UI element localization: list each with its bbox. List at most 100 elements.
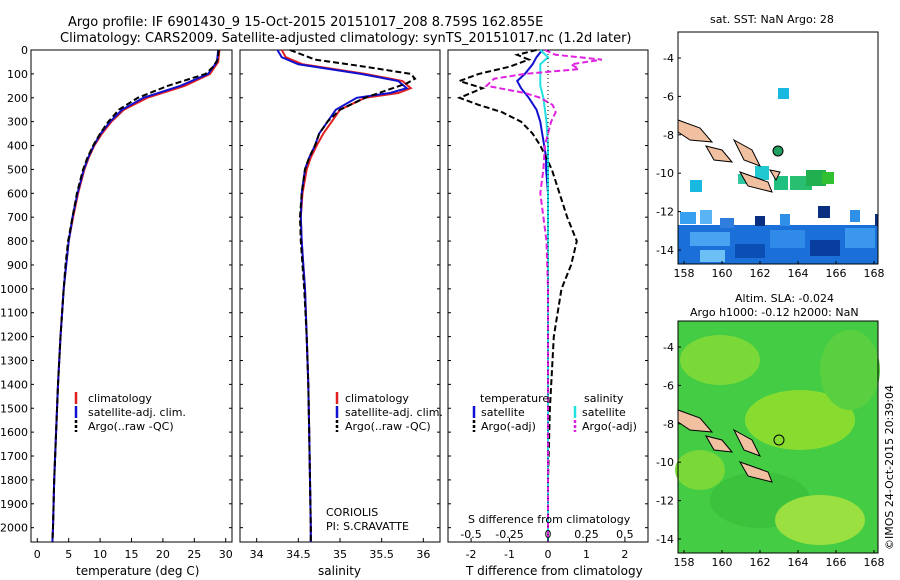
map-y-tick-label: -12 [656,495,674,508]
legend-s-sat: satellite-adj. clim. [345,406,443,419]
depth-tick-label: 900 [7,259,28,272]
depth-tick-label: 1300 [0,354,28,367]
map-x-tick-label: 168 [864,267,885,280]
pi-note: PI: S.CRAVATTE [326,520,409,533]
x-tick-label: 36 [416,548,430,561]
legend-d-t-argo: Argo(-adj) [481,420,536,433]
legend-d-s-argo: Argo(-adj) [582,420,637,433]
series-line-climatology [51,49,221,543]
legend-d-t-title: temperature [480,392,549,405]
x-axis-ticks: 0 5 10 15 20 25 30 34 34.5 35 35.5 36 -2 -1 0 1 2 -0.5 -0.… [34,50,634,561]
top-tick-label: 0.25 [574,528,599,541]
sla-map-title1: Altim. SLA: -0.024 [735,292,834,305]
top-tick-label: 0.5 [616,528,634,541]
depth-tick-label: 1700 [0,450,28,463]
map-x-tick-label: 162 [750,267,771,280]
series-line-climatology [280,49,413,542]
sst-pixels [678,88,878,264]
difference-lines [456,49,602,542]
map-x-tick-label: 164 [788,267,809,280]
difference-xlabel: T difference from climatology [465,564,643,578]
difference-legend: temperature salinity satellite Argo(-adj… [472,392,637,433]
depth-tick-label: 2000 [0,522,28,535]
depth-tick-label: 800 [7,235,28,248]
series-line-temperature-satellite [515,49,549,542]
legend-s-clim: climatology [345,392,409,405]
x-tick-label: -1 [504,548,515,561]
salinity-lines [276,49,417,542]
legend-d-s-title: salinity [584,392,624,405]
series-line-salinity-argo-adj- [484,49,602,542]
x-tick-label: 1 [583,548,590,561]
series-line-temperature-argo-adj- [456,49,578,542]
depth-tick-label: 0 [21,44,28,57]
depth-tick-label: 1200 [0,331,28,344]
top-tick-label: -0.5 [460,528,481,541]
coriolis-note: CORIOLIS [326,506,378,519]
x-tick-label: 34 [250,548,264,561]
legend-t-sat: satellite-adj. clim. [88,406,186,419]
map-x-tick-label: 160 [712,267,733,280]
map-x-tick-label: 166 [826,267,847,280]
header-line2: Climatology: CARS2009. Satellite-adjuste… [60,31,632,46]
sla-map [675,320,880,554]
x-tick-label: 35.5 [369,548,394,561]
map-x-tick-label: 160 [712,556,733,569]
x-tick-label: 0 [545,548,552,561]
legend-t-clim: climatology [88,392,152,405]
x-tick-label: 2 [621,548,628,561]
map-y-tick-label: -14 [656,533,674,546]
depth-tick-label: 1400 [0,378,28,391]
depth-tick-label: 1500 [0,402,28,415]
sst-argo-marker [772,145,784,157]
map-y-tick-label: -14 [656,244,674,257]
x-tick-label: -2 [466,548,477,561]
depth-tick-label: 1600 [0,426,28,439]
temperature-legend: climatology satellite-adj. clim. Argo(..… [74,392,186,433]
depth-tick-label: 400 [7,140,28,153]
series-line-argo-raw-qc- [51,49,220,543]
depth-tick-label: 300 [7,116,28,129]
sla-map-title2: Argo h1000: -0.12 h2000: NaN [690,306,859,319]
salinity-legend: climatology satellite-adj. clim. Argo(..… [335,392,443,433]
depth-tick-label: 700 [7,211,28,224]
series-line-argo-raw-qc- [289,49,417,542]
map-x-tick-label: 166 [826,556,847,569]
map-y-tick-label: -8 [663,129,674,142]
salinity-panel [239,49,441,543]
sst-map-title: sat. SST: NaN Argo: 28 [710,13,834,26]
sst-map-ticks: 158 160 162 164 166 168 -4 -6 -8 -10 -12 -14 [656,52,884,280]
difference-top-label: S difference from climatology [468,513,631,526]
header-line1: Argo profile: IF 6901430_9 15-Oct-2015 2… [68,15,543,30]
map-x-tick-label: 158 [674,556,695,569]
temperature-xlabel: temperature (deg C) [76,564,199,578]
sla-argo-marker [773,434,785,446]
depth-tick-label: 1800 [0,474,28,487]
sla-map-ticks: 158 160 162 164 166 168 -4 -6 -8 -10 -12 -14 [656,341,884,569]
map-y-tick-label: -12 [656,206,674,219]
depth-tick-label: 200 [7,92,28,105]
map-y-tick-label: -10 [656,456,674,469]
map-y-tick-label: -4 [663,52,674,65]
map-x-tick-label: 164 [788,556,809,569]
sla-land [677,409,773,483]
map-y-tick-label: -6 [663,90,674,103]
footer-timestamp: ©IMOS 24-Oct-2015 20:39:04 [883,385,896,550]
top-tick-label: -0.25 [495,528,523,541]
x-tick-label: 25 [187,548,201,561]
sst-map [677,31,879,265]
depth-tick-label: 600 [7,187,28,200]
map-x-tick-label: 168 [864,556,885,569]
x-tick-label: 15 [125,548,139,561]
x-tick-label: 20 [156,548,170,561]
x-tick-label: 5 [65,548,72,561]
depth-tick-label: 1000 [0,283,28,296]
x-tick-label: 0 [34,548,41,561]
salinity-xlabel: salinity [318,564,361,578]
map-x-tick-label: 158 [674,267,695,280]
temperature-panel [30,49,233,543]
depth-tick-label: 100 [7,68,28,81]
legend-d-s-sat: satellite [582,406,626,419]
map-y-tick-label: -10 [656,167,674,180]
